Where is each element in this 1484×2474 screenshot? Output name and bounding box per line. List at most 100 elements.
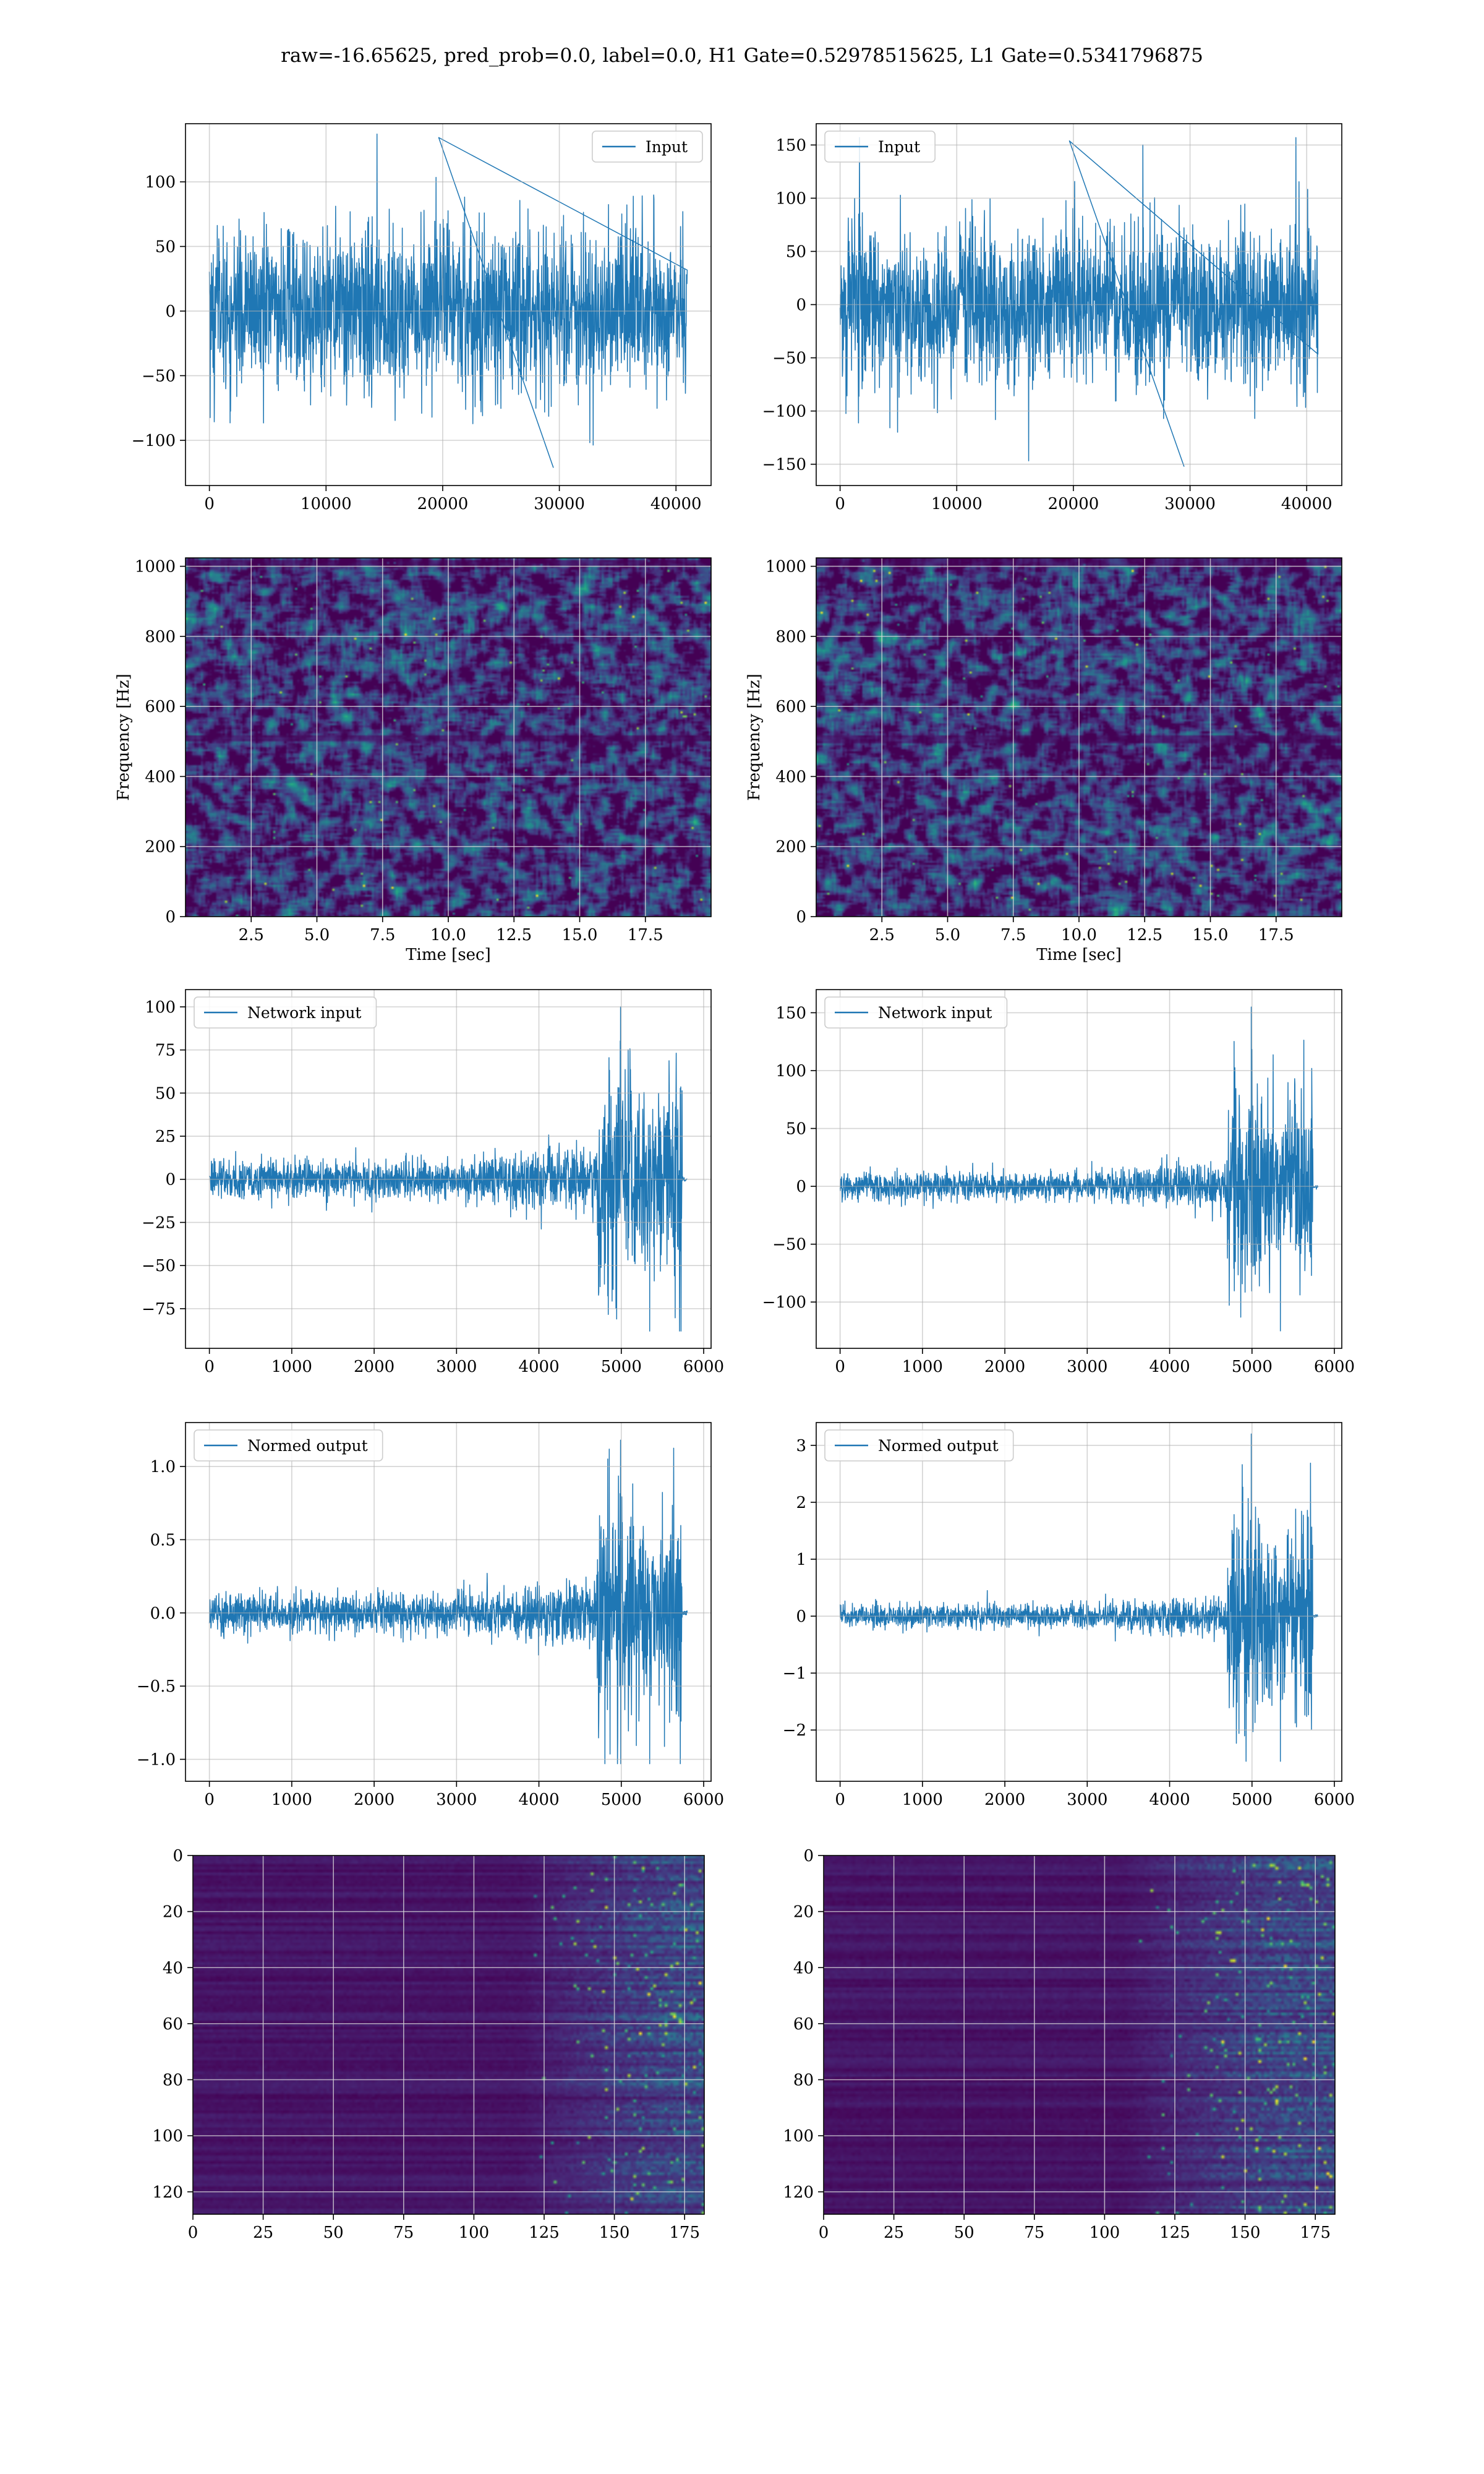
plot-area-h1-feature-map (193, 1856, 704, 2214)
legend-h1-normed-output: Normed output (194, 1429, 383, 1462)
y-tick-label: 100 (775, 189, 806, 208)
x-tick-label: 25 (253, 2224, 273, 2242)
x-tick-label: 4000 (518, 1358, 559, 1376)
y-tick-label: 120 (152, 2183, 183, 2202)
x-tick-label: 40000 (650, 495, 702, 513)
x-tick-label: 12.5 (496, 926, 532, 944)
y-tick-label: 50 (155, 238, 176, 256)
y-tick-label: 1.0 (150, 1458, 176, 1476)
x-tick-label: 6000 (683, 1358, 724, 1376)
y-tick-label: −100 (762, 403, 806, 421)
y-tick-label: 100 (775, 1062, 806, 1081)
legend-h1-network-input: Network input (194, 996, 377, 1029)
axes-frame-h1-feature-map (192, 1855, 705, 2215)
x-tick-label: 75 (393, 2224, 414, 2242)
x-tick-label: 2.5 (239, 926, 264, 944)
x-tick-label: 125 (1159, 2224, 1190, 2242)
x-tick-label: 6000 (683, 1791, 724, 1809)
heatmap-image-h1-feature-map (193, 1856, 704, 2214)
x-tick-label: 17.5 (628, 926, 663, 944)
x-tick-label: 25 (884, 2224, 904, 2242)
x-tick-label: 10.0 (1061, 926, 1097, 944)
y-tick-label: −50 (772, 1236, 806, 1254)
y-tick-label: −2 (783, 1721, 806, 1740)
y-tick-label: −25 (142, 1213, 176, 1232)
subplot-l1-network-input: 0 1000 2000 3000 4000 5000 6000 −100 −50 0 50 100 15… (762, 989, 1355, 1376)
x-tick-label: 2000 (984, 1358, 1025, 1376)
y-axis-label: Frequency [Hz] (114, 674, 133, 801)
x-tick-label: 5000 (1232, 1358, 1273, 1376)
y-tick-label: 800 (145, 628, 176, 646)
legend-box (824, 131, 936, 163)
y-tick-label: 0 (796, 908, 806, 927)
x-tick-label: 7.5 (370, 926, 395, 944)
y-tick-label: 0 (165, 908, 176, 927)
axes-frame-h1-network-input (185, 989, 712, 1349)
x-tick-label: 5000 (601, 1358, 642, 1376)
y-tick-label: 100 (145, 998, 176, 1017)
series-line-h1-normed-output (208, 1439, 688, 1765)
x-tick-label: 3000 (436, 1791, 477, 1809)
y-tick-label: 40 (163, 1959, 183, 1977)
y-tick-label: −50 (142, 1257, 176, 1275)
y-tick-label: 80 (163, 2071, 183, 2090)
x-tick-label: 0 (835, 495, 845, 513)
x-tick-label: 3000 (436, 1358, 477, 1376)
x-tick-label: 20000 (417, 495, 469, 513)
y-tick-label: 0 (796, 1607, 806, 1626)
series-line-l1-input (839, 137, 1319, 467)
y-tick-label: 0.0 (150, 1604, 176, 1623)
x-tick-label: 150 (599, 2224, 630, 2242)
axes-frame-l1-feature-map (823, 1855, 1336, 2215)
y-tick-label: 0 (165, 1171, 176, 1189)
plot-area-l1-input (839, 137, 1319, 467)
y-tick-label: 25 (155, 1128, 176, 1146)
y-tick-label: −1.0 (137, 1750, 176, 1769)
x-tick-label: 30000 (1164, 495, 1216, 513)
series-line-h1-network-input (209, 1006, 688, 1332)
y-axis-label: Frequency [Hz] (745, 674, 764, 801)
y-tick-label: 200 (775, 838, 806, 857)
plot-area-l1-normed-output (839, 1433, 1319, 1762)
x-tick-label: 5.0 (304, 926, 330, 944)
x-tick-label: 6000 (1314, 1358, 1355, 1376)
x-tick-label: 1000 (271, 1358, 312, 1376)
y-tick-label: 150 (775, 136, 806, 155)
x-tick-label: 1000 (902, 1791, 943, 1809)
x-axis-label: Time [sec] (1036, 946, 1122, 964)
x-tick-label: 15.0 (1193, 926, 1229, 944)
subplot-l1-spectrogram: 2.5 5.0 7.5 10.0 12.5 15.0 17.5 0 200 400 600 800 10… (745, 557, 1342, 964)
y-tick-label: 0 (173, 1847, 183, 1865)
y-tick-label: 400 (775, 768, 806, 786)
plot-area-l1-feature-map (824, 1856, 1335, 2214)
y-tick-label: 50 (786, 242, 806, 261)
series-line-h1-input (208, 133, 688, 468)
x-tick-label: 50 (323, 2224, 344, 2242)
y-tick-label: −50 (142, 367, 176, 385)
x-tick-label: 17.5 (1258, 926, 1294, 944)
grid-h1-input (186, 124, 711, 486)
x-tick-label: 1000 (271, 1791, 312, 1809)
x-tick-label: 4000 (518, 1791, 559, 1809)
legend-l1-network-input: Network input (824, 996, 1008, 1029)
y-tick-label: 2 (796, 1494, 806, 1512)
subplot-h1-normed-output: 0 1000 2000 3000 4000 5000 6000 −1.0 −0.5 0.0 0.5 1… (137, 1422, 724, 1809)
x-tick-label: 2.5 (869, 926, 895, 944)
y-tick-label: 3 (796, 1437, 806, 1455)
y-tick-label: 400 (145, 768, 176, 786)
x-tick-label: 2000 (984, 1791, 1025, 1809)
x-tick-label: 15.0 (562, 926, 598, 944)
y-tick-label: 0 (796, 296, 806, 315)
x-tick-label: 0 (835, 1358, 845, 1376)
y-tick-label: 100 (783, 2127, 814, 2146)
x-tick-label: 6000 (1314, 1791, 1355, 1809)
y-tick-label: −1 (783, 1664, 806, 1683)
legend-entry: Input (646, 138, 688, 156)
x-tick-label: 5000 (1232, 1791, 1273, 1809)
heatmap-image-l1-feature-map (824, 1856, 1335, 2214)
legend-box (824, 1429, 1014, 1462)
axes-frame-h1-input (185, 123, 712, 486)
x-tick-label: 3000 (1067, 1358, 1107, 1376)
subplot-h1-network-input: 0 1000 2000 3000 4000 5000 6000 −75 −50 −25 0 25 50 7… (142, 989, 724, 1376)
legend-h1-input: Input (592, 131, 703, 163)
